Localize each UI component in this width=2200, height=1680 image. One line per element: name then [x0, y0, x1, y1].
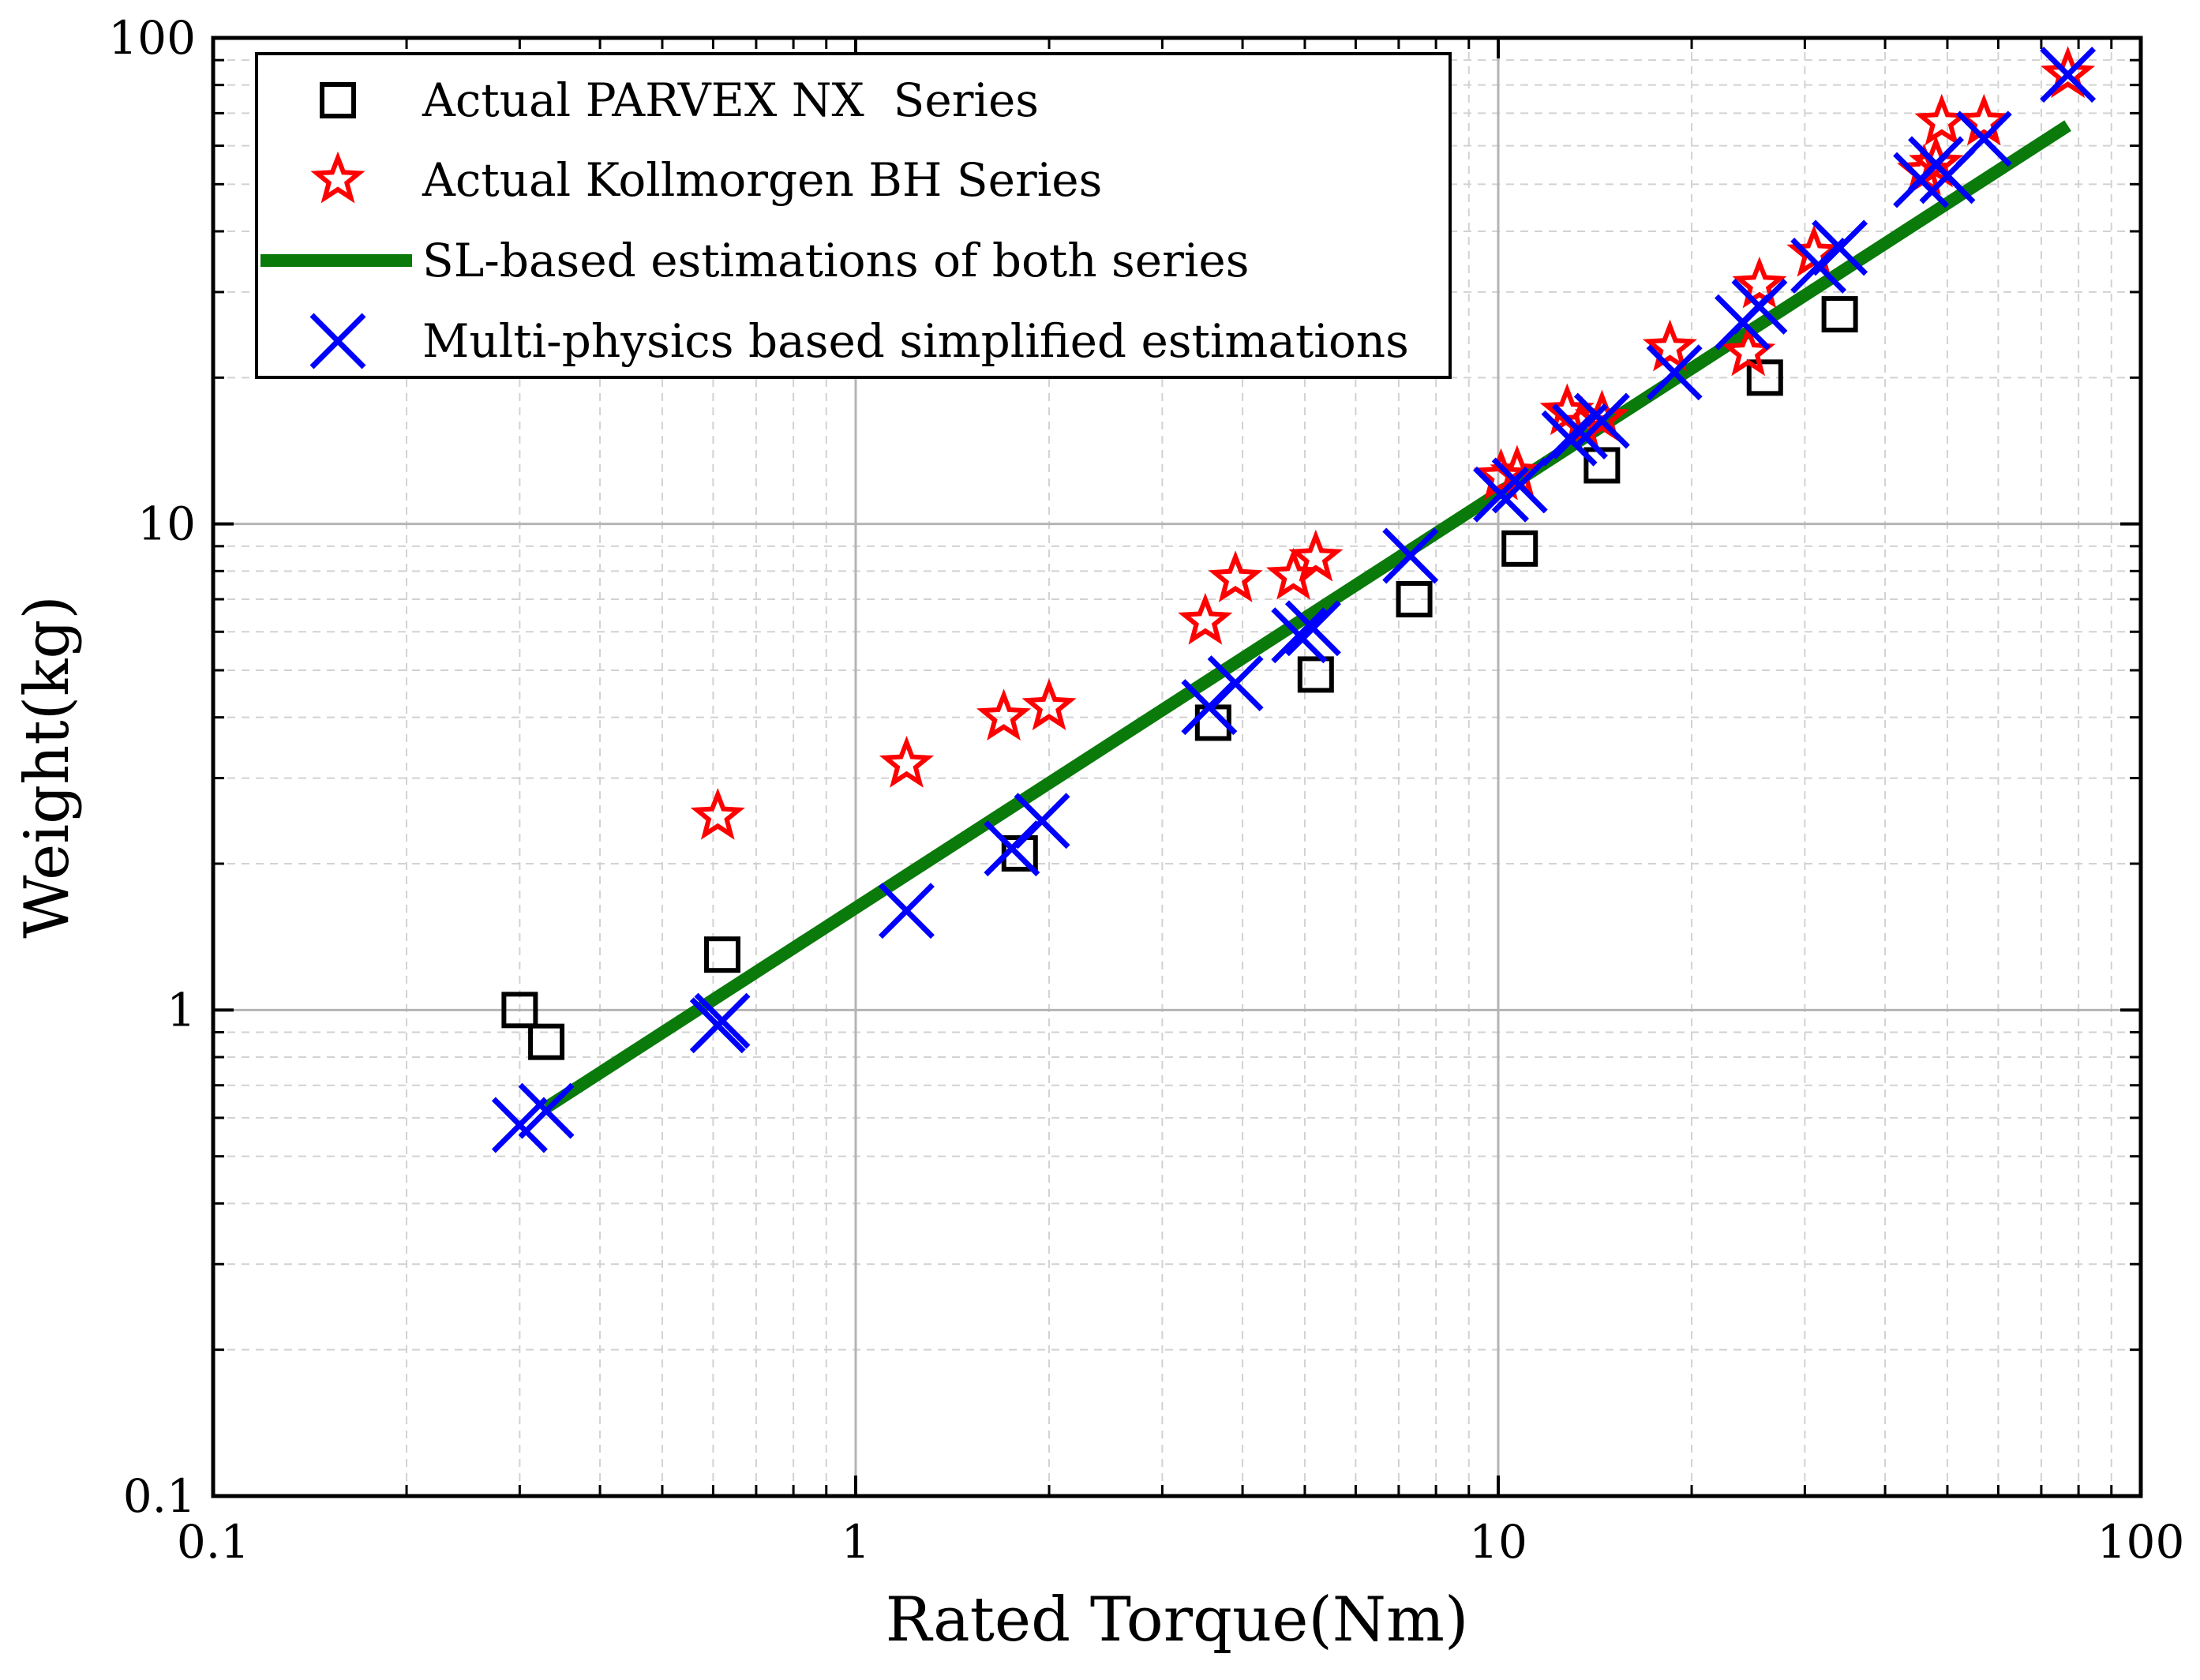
x-tick-label: 1 — [841, 1515, 871, 1569]
legend-entry: SL-based estimations of both series — [260, 234, 1249, 287]
multiphysics-point — [1382, 527, 1439, 584]
x-tick-label: 100 — [2097, 1515, 2185, 1569]
kollmorgen-point — [1473, 448, 1529, 501]
legend-star-icon — [310, 151, 365, 204]
legend-x-icon — [309, 313, 366, 369]
multiphysics-point — [1646, 344, 1703, 401]
legend-label: SL-based estimations of both series — [422, 234, 1249, 287]
parvex-point — [1746, 359, 1783, 396]
legend: Actual PARVEX NX Series Actual Kollmorgen… — [255, 52, 1452, 379]
multiphysics-point — [1731, 278, 1788, 335]
kollmorgen-point — [2041, 46, 2096, 99]
x-tick-label: 0.1 — [177, 1515, 249, 1569]
legend-entry: Actual PARVEX NX Series — [320, 73, 1039, 127]
kollmorgen-point — [1574, 389, 1629, 442]
plot-frame — [211, 36, 2143, 1498]
kollmorgen-point — [1909, 135, 1964, 188]
legend-label: Multi-physics based simplified estimatio… — [422, 314, 1409, 368]
multiphysics-point — [878, 883, 935, 939]
multiphysics-series — [491, 47, 2097, 1153]
legend-entry: Actual Kollmorgen BH Series — [310, 151, 1102, 207]
parvex-point — [704, 936, 741, 973]
y-tick-labels: 0.1 1 10 100 — [108, 11, 196, 1523]
multiphysics-point — [491, 1097, 548, 1153]
legend-box — [255, 52, 1452, 379]
parvex-point — [1297, 656, 1334, 693]
x-tick-label: 10 — [1469, 1515, 1527, 1569]
sl-estimation-line — [542, 120, 2071, 1113]
x-axis-label: Rated Torque(Nm) — [886, 1584, 1469, 1656]
multiphysics-point — [1207, 655, 1264, 712]
multiphysics-point — [1473, 466, 1529, 523]
x-tick-labels: 0.1 1 10 100 — [177, 1515, 2184, 1569]
parvex-point — [1396, 581, 1433, 618]
y-tick-label: 1 — [167, 983, 196, 1037]
y-tick-label: 100 — [108, 11, 196, 65]
y-tick-label: 10 — [137, 497, 196, 551]
multiphysics-point — [1812, 219, 1868, 276]
y-tick-label: 0.1 — [123, 1469, 196, 1523]
kollmorgen-point — [1642, 319, 1698, 372]
multiphysics-point — [1284, 600, 1341, 657]
parvex-point — [501, 992, 538, 1029]
y-axis-label: Weight(kg) — [12, 595, 83, 938]
kollmorgen-point — [690, 787, 745, 840]
kollmorgen-point — [1732, 256, 1787, 309]
parvex-point — [1821, 296, 1858, 333]
kollmorgen-point — [1288, 529, 1344, 582]
parvex-point — [1501, 530, 1539, 567]
kollmorgen-point — [1208, 550, 1263, 602]
multiphysics-point — [694, 992, 751, 1049]
legend-label: Actual Kollmorgen BH Series — [422, 153, 1102, 207]
legend-label: Actual PARVEX NX Series — [422, 73, 1039, 127]
legend-square-icon — [320, 82, 356, 118]
kollmorgen-point — [879, 735, 935, 788]
parvex-point — [528, 1023, 565, 1060]
multiphysics-point — [1271, 607, 1328, 664]
multiphysics-point — [1491, 457, 1548, 514]
sl-estimation-series — [542, 120, 2071, 1113]
kollmorgen-point — [976, 688, 1032, 741]
multiphysics-point — [1014, 793, 1070, 849]
legend-entry: Multi-physics based simplified estimatio… — [309, 313, 1409, 369]
kollmorgen-point — [1956, 93, 2011, 146]
kollmorgen-point — [1178, 592, 1233, 645]
kollmorgen-point — [1021, 678, 1077, 731]
multiphysics-point — [518, 1082, 575, 1139]
multiphysics-point — [1573, 392, 1630, 449]
multiphysics-point — [2040, 47, 2097, 103]
multiphysics-point — [1955, 111, 2012, 167]
